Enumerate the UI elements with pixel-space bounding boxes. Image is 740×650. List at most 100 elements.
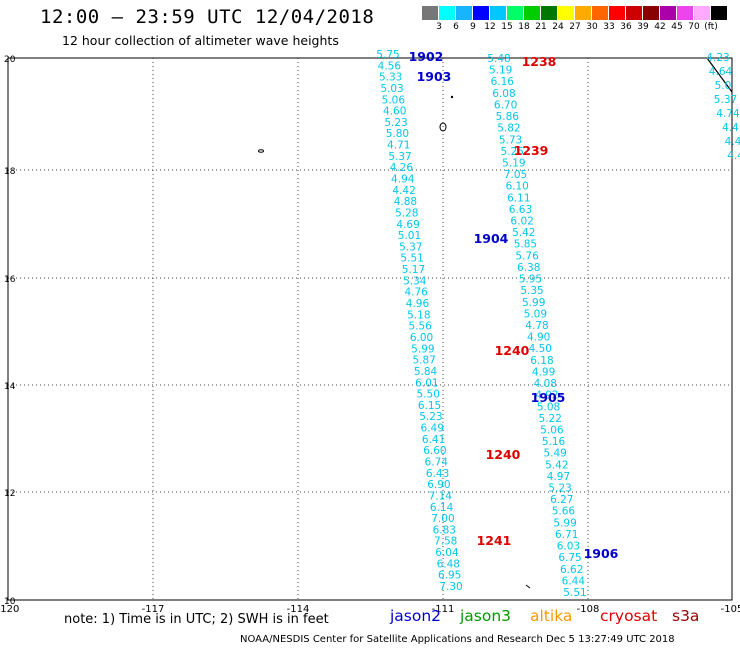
swh-value: 6.63	[509, 204, 532, 216]
swh-value: 6.41	[422, 434, 445, 446]
pass-label: 1903	[417, 69, 452, 84]
legend-item: jason3	[460, 607, 512, 625]
swh-value: 5.16	[542, 436, 566, 448]
swh-value: 5.03	[380, 83, 403, 95]
swh-value: 6.01	[415, 377, 438, 389]
swh-value: 5.19	[502, 157, 525, 169]
lat-tick-label: 12	[4, 489, 15, 499]
swh-value: 5.42	[545, 459, 568, 471]
pass-label: 1239	[514, 143, 549, 158]
colorbar-swatch	[541, 6, 558, 20]
swh-value: 5.19	[489, 65, 512, 77]
swh-value: 6.08	[492, 88, 515, 100]
legend-item: s3a	[672, 607, 700, 625]
swh-value: 4.26	[390, 162, 414, 174]
page-subtitle: 12 hour collection of altimeter wave hei…	[62, 33, 339, 48]
colorbar-swatch	[660, 6, 677, 20]
swh-value: 5.23	[384, 117, 407, 129]
swh-value: 4.50	[529, 343, 552, 355]
lon-tick-label: -117	[142, 604, 165, 615]
colorbar-swatch	[694, 6, 711, 20]
swh-value: 4.56	[378, 60, 402, 72]
lat-tick-label: 20	[4, 55, 16, 65]
lat-lon-grid	[7, 57, 733, 601]
swh-value: 5.49	[543, 448, 566, 460]
swh-value: 5.73	[499, 134, 522, 146]
swh-value: 5.22	[539, 413, 562, 425]
colorbar-swatch	[626, 6, 643, 20]
swh-value: 5.23	[548, 483, 571, 495]
swh-value: 6.70	[494, 99, 517, 111]
pass-label: 1906	[584, 546, 619, 561]
swh-value: 4.42	[392, 185, 415, 197]
swh-value: 4.60	[383, 106, 406, 118]
swh-value: 5.51	[400, 253, 423, 265]
page-title: 12:00 – 23:59 UTC 12/04/2018	[40, 6, 375, 28]
swh-value: 6.04	[435, 547, 459, 559]
swh-value: 5.09	[524, 308, 547, 320]
swh-value: 7.05	[504, 169, 527, 181]
swh-value: 4.08	[534, 378, 557, 390]
swh-value: 5.86	[496, 111, 520, 123]
axis-tick-labels: -120 -117 -114 -111 -108 -105 20 18 16 14 12 10	[0, 55, 740, 615]
swh-value: 4.4	[727, 150, 740, 162]
legend-item: cryosat	[600, 607, 658, 625]
lon-tick-label: -120	[0, 604, 19, 615]
swh-value: 7.14	[429, 490, 453, 502]
colorbar-label: 6	[453, 22, 459, 32]
swh-value: 5.95	[519, 274, 542, 286]
island-mark	[258, 149, 264, 153]
swh-value: 5.35	[520, 285, 543, 297]
swh-value: 5.17	[402, 264, 425, 276]
colorbar-labels: 3 6 9 12 15 18 21 24 27 30 33 36 39 42 45 70 (ft)	[422, 22, 728, 34]
colorbar-swatch	[677, 6, 694, 20]
swh-value: 5.18	[407, 309, 430, 321]
swh-value: 5.06	[540, 424, 564, 436]
swh-value: 5.84	[414, 366, 438, 378]
pass-label: 1240	[495, 343, 530, 358]
colorbar-swatch	[507, 6, 524, 20]
colorbar-label: 15	[501, 22, 513, 32]
swh-value: 5.08	[537, 401, 560, 413]
colorbar-label: 27	[569, 22, 581, 32]
swh-value: 6.48	[437, 558, 460, 570]
swh-value: 6.38	[517, 262, 540, 274]
swh-value: 5.37	[399, 241, 422, 253]
colorbar-swatch	[439, 6, 456, 20]
pass-label: 1902	[409, 49, 444, 64]
island-mark	[439, 122, 447, 132]
swh-value: 6.49	[421, 423, 444, 435]
swh-value: 6.02	[510, 216, 533, 228]
swh-value: 4.99	[532, 366, 555, 378]
swh-value: 5.23	[419, 411, 442, 423]
swh-value: 4.88	[394, 196, 417, 208]
swh-value: 5.01	[398, 230, 421, 242]
swh-value: 5.99	[411, 343, 434, 355]
track-segment	[706, 57, 733, 93]
colorbar-swatch	[609, 6, 626, 20]
colorbar-swatch	[592, 6, 609, 20]
swh-value: 5.82	[497, 123, 520, 135]
swh-value: 5.25	[501, 146, 524, 158]
swh-value: 5.75	[376, 49, 399, 61]
colorbar-swatch	[473, 6, 490, 20]
pass-label: 1904	[474, 231, 509, 246]
colorbar-label: 3	[436, 22, 442, 32]
swh-value: 5.51	[563, 587, 586, 599]
swh-value: 5.50	[417, 389, 440, 401]
swh-value: 5.99	[522, 297, 545, 309]
colorbar-swatch	[711, 6, 728, 20]
swh-value: 4.76	[404, 287, 428, 299]
swh-value: 4.74	[716, 108, 740, 120]
lon-tick-label: -111	[432, 604, 455, 615]
swh-value: 6.71	[555, 529, 578, 541]
pass-label: 1238	[522, 54, 557, 69]
island-mark	[525, 584, 531, 589]
swh-value: 6.16	[491, 76, 515, 88]
pass-number-labels: 1902 1903 1238 1239 1904 1240 1905 1240 1241 1906	[409, 49, 619, 561]
lat-tick-label: 14	[4, 382, 16, 392]
island-marks	[258, 95, 531, 589]
map-note: note: 1) Time is in UTC; 2) SWH is in fe…	[64, 612, 329, 627]
swh-value: 5.66	[552, 506, 576, 518]
